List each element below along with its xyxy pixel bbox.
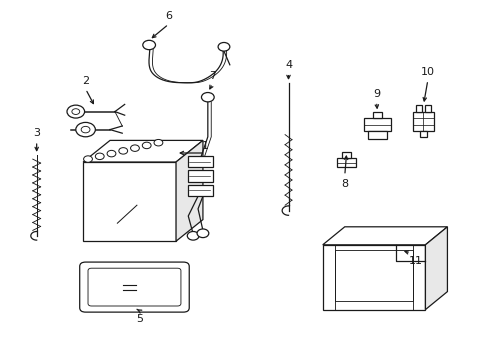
Polygon shape bbox=[83, 140, 203, 162]
Text: 7: 7 bbox=[209, 71, 216, 81]
Text: 8: 8 bbox=[341, 179, 347, 189]
Circle shape bbox=[201, 93, 214, 102]
Text: 3: 3 bbox=[33, 128, 40, 138]
Circle shape bbox=[107, 150, 116, 157]
Bar bbox=[419, 131, 426, 137]
Polygon shape bbox=[176, 140, 203, 241]
Circle shape bbox=[197, 229, 208, 238]
Circle shape bbox=[130, 145, 139, 152]
Circle shape bbox=[95, 153, 104, 159]
Bar bbox=[364, 118, 390, 131]
Circle shape bbox=[83, 156, 92, 162]
Text: 1: 1 bbox=[202, 141, 208, 151]
Text: 9: 9 bbox=[372, 89, 379, 99]
Text: 2: 2 bbox=[82, 76, 89, 86]
Circle shape bbox=[142, 40, 155, 50]
Bar bbox=[415, 105, 421, 112]
Bar bbox=[188, 185, 212, 196]
Circle shape bbox=[76, 122, 95, 137]
Circle shape bbox=[72, 109, 80, 114]
Circle shape bbox=[218, 42, 229, 51]
Bar bbox=[424, 105, 430, 112]
Polygon shape bbox=[425, 227, 447, 310]
Bar bbox=[372, 112, 381, 118]
Circle shape bbox=[154, 139, 163, 146]
Circle shape bbox=[119, 148, 127, 154]
Polygon shape bbox=[322, 227, 447, 245]
Text: 10: 10 bbox=[420, 67, 434, 77]
FancyBboxPatch shape bbox=[80, 262, 189, 312]
Bar bbox=[367, 131, 386, 139]
Circle shape bbox=[81, 126, 90, 133]
Bar bbox=[322, 245, 425, 310]
Bar bbox=[83, 162, 176, 241]
Circle shape bbox=[187, 231, 199, 240]
Text: 4: 4 bbox=[285, 60, 291, 70]
Circle shape bbox=[142, 142, 151, 149]
Text: 11: 11 bbox=[408, 256, 422, 266]
Text: 5: 5 bbox=[136, 314, 142, 324]
Text: 6: 6 bbox=[165, 11, 172, 21]
FancyBboxPatch shape bbox=[88, 268, 181, 306]
Bar bbox=[342, 152, 350, 158]
Bar bbox=[334, 250, 412, 301]
Bar bbox=[412, 112, 433, 131]
Circle shape bbox=[67, 105, 84, 118]
Bar bbox=[188, 156, 212, 167]
Bar bbox=[337, 158, 355, 167]
Bar bbox=[188, 170, 212, 182]
